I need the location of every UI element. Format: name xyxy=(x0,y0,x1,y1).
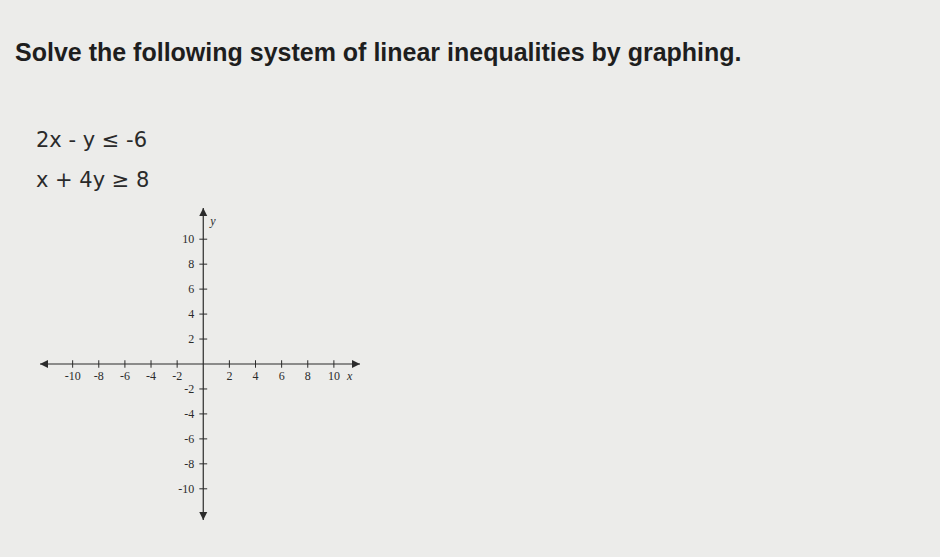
svg-text:-8: -8 xyxy=(184,457,194,471)
html-text:Solve the following system of: Solve the following system of linear ine… xyxy=(15,38,742,66)
svg-text:-6: -6 xyxy=(184,432,194,446)
svg-text:-10: -10 xyxy=(65,369,81,383)
svg-text:-4: -4 xyxy=(184,407,194,421)
svg-text:-4: -4 xyxy=(146,369,156,383)
svg-text:4: 4 xyxy=(188,307,194,321)
svg-text:6: 6 xyxy=(279,369,285,383)
svg-text:-2: -2 xyxy=(172,369,182,383)
svg-text:-6: -6 xyxy=(120,369,130,383)
html-text:x + 4y ≥ 8: x + 4y ≥ 8 xyxy=(36,168,150,192)
svg-text:-8: -8 xyxy=(94,369,104,383)
svg-text:8: 8 xyxy=(188,257,194,271)
svg-text:10: 10 xyxy=(328,369,340,383)
html-text:2x - y ≤ -6: 2x - y ≤ -6 xyxy=(36,128,147,152)
svg-text:-10: -10 xyxy=(178,482,194,496)
svg-text:-2: -2 xyxy=(184,382,194,396)
svg-text:2: 2 xyxy=(188,332,194,346)
svg-text:2: 2 xyxy=(226,369,232,383)
svg-text:6: 6 xyxy=(188,282,194,296)
svg-text:y: y xyxy=(209,214,216,228)
svg-text:x: x xyxy=(346,369,353,383)
svg-text:8: 8 xyxy=(305,369,311,383)
svg-text:4: 4 xyxy=(253,369,259,383)
svg-text:10: 10 xyxy=(182,232,194,246)
